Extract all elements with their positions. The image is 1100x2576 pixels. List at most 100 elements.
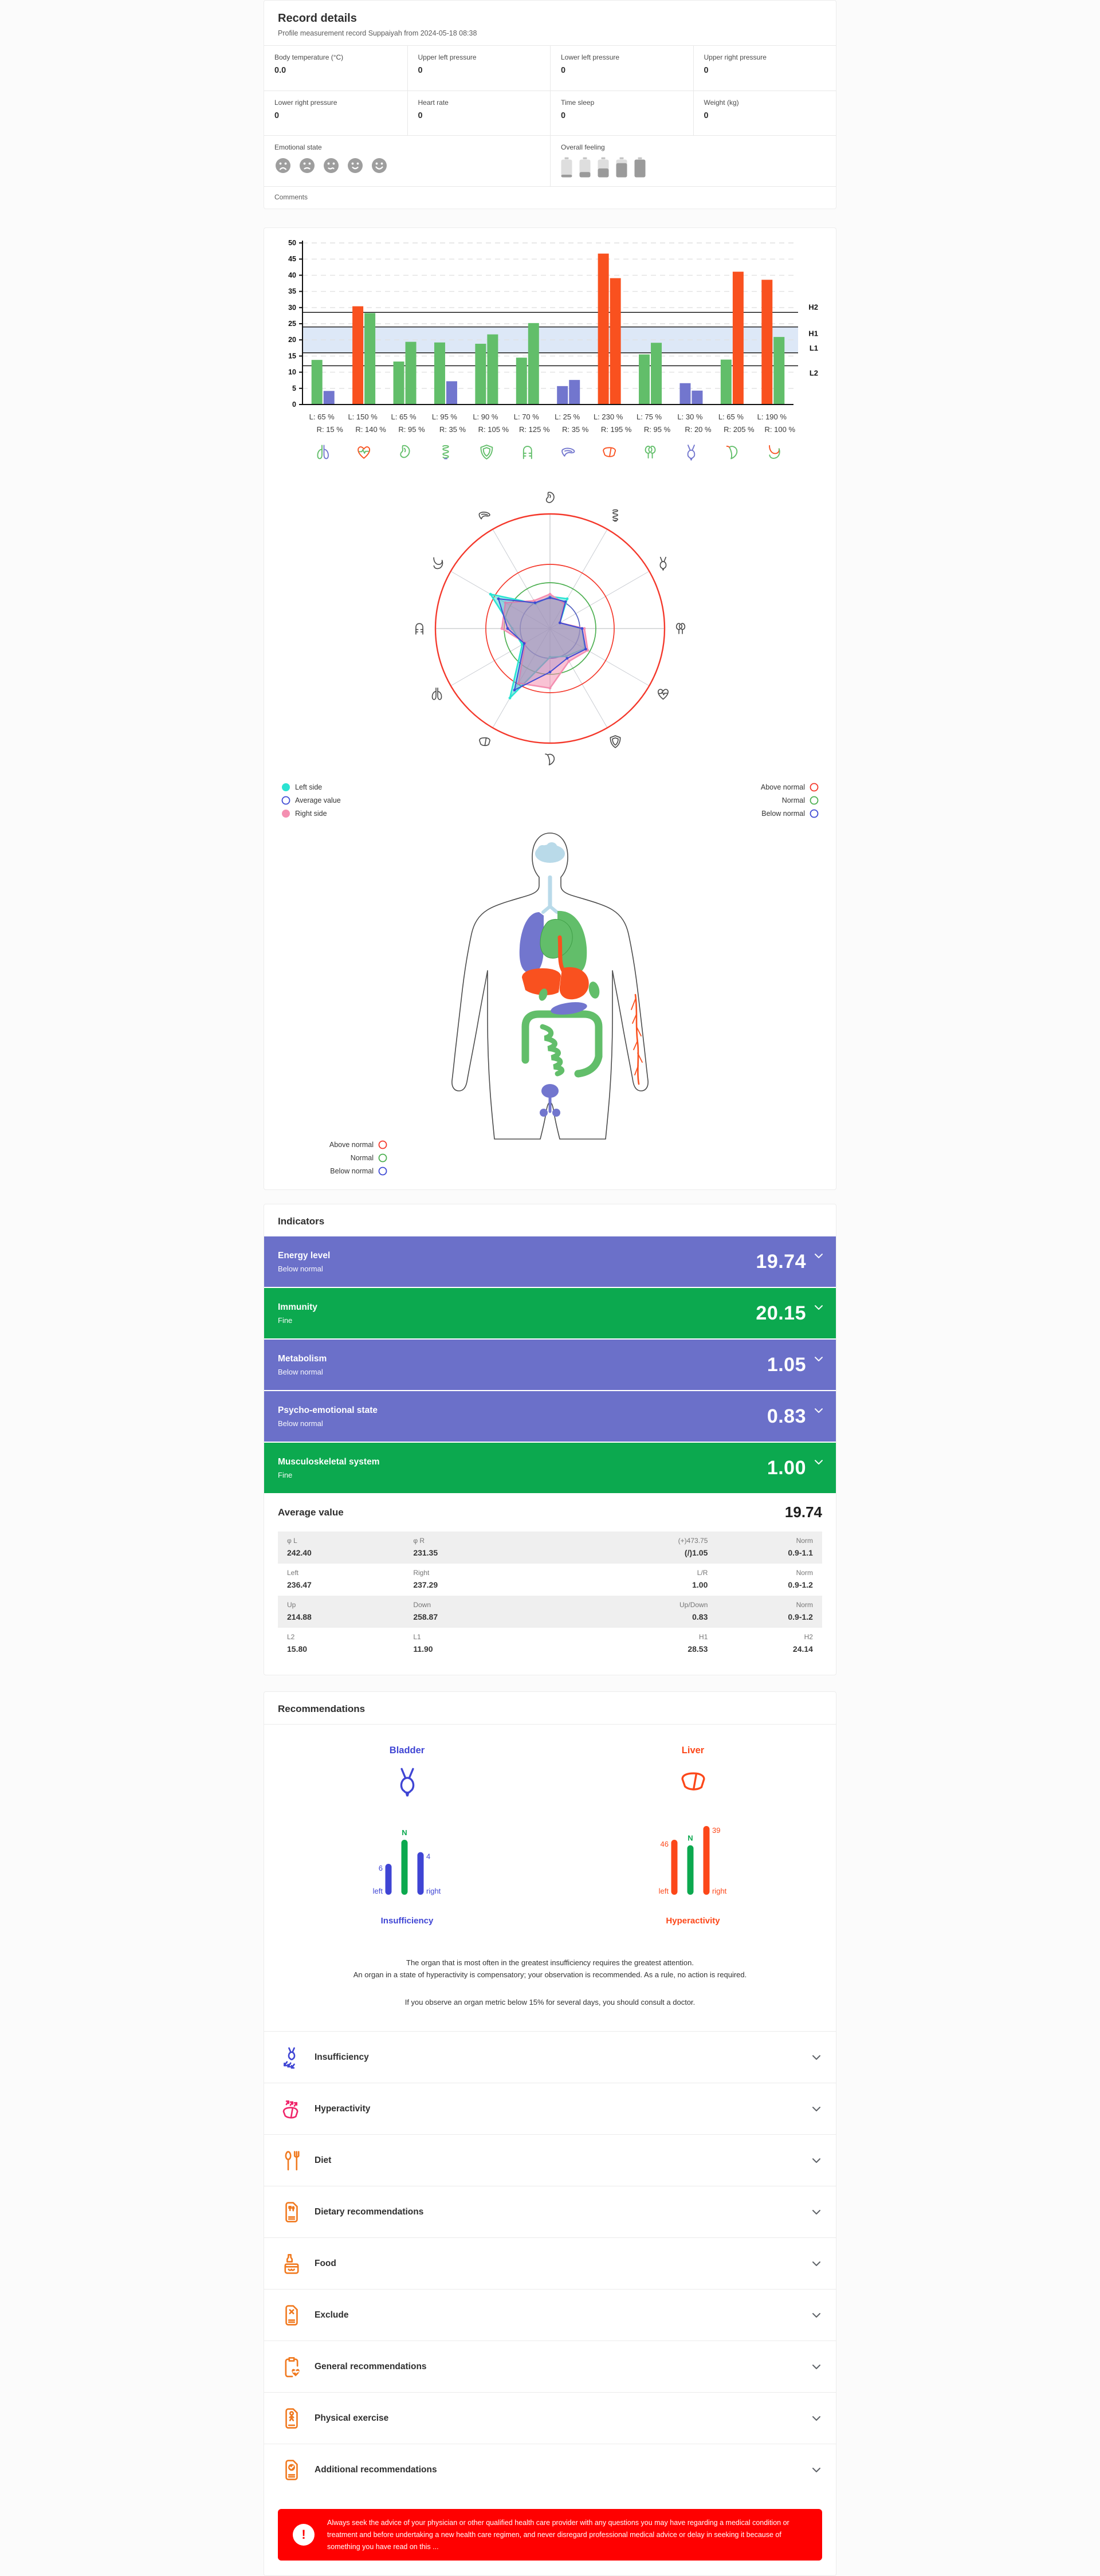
- svg-text:R: 125 %: R: 125 %: [519, 425, 550, 434]
- legend-item-below-normal: Below normal: [281, 1167, 387, 1176]
- indicator-row-psycho-emotional-state[interactable]: Psycho-emotional state Below normal 0.83: [264, 1391, 836, 1442]
- heart-icon: [657, 689, 669, 700]
- emotional-state-label: Emotional state: [274, 143, 322, 151]
- bar-stomach-right: [405, 341, 417, 405]
- battery-level-1-icon[interactable]: [561, 157, 572, 178]
- stats-value: 1.00: [692, 1580, 708, 1589]
- svg-text:R: 35 %: R: 35 %: [439, 425, 466, 434]
- indicator-row-musculoskeletal-system[interactable]: Musculoskeletal system Fine 1.00: [264, 1443, 836, 1493]
- organ-bar-chart: 0 5 10 15 20 25 30 35 40 45 50 H2 H1 L1 L2 L: 65 % R: 15…: [288, 239, 818, 461]
- pancreas-icon: [561, 447, 575, 457]
- stats-value: 0.9-1.2: [788, 1612, 813, 1621]
- happy-face-icon[interactable]: [371, 157, 388, 174]
- accordion-item-physical-exercise[interactable]: Physical exercise: [264, 2392, 836, 2444]
- intestine-icon: [442, 445, 449, 460]
- accordion-item-general-recommendations[interactable]: General recommendations: [264, 2341, 836, 2393]
- heart-icon: [358, 446, 371, 459]
- accordion-item-additional-recommendations[interactable]: Additional recommendations: [264, 2444, 836, 2496]
- svg-text:50: 50: [288, 239, 296, 247]
- spleen-organ: [588, 981, 600, 999]
- average-value-label: Average value: [278, 1506, 344, 1518]
- bar-colon-left: [516, 358, 527, 405]
- indicator-row-metabolism[interactable]: Metabolism Below normal 1.05: [264, 1340, 836, 1390]
- chevron-down-icon: [812, 2209, 820, 2214]
- legend-item-left-side: Left side: [281, 783, 341, 792]
- stats-cell: Norm 0.9-1.2: [708, 1569, 813, 1589]
- emotional-state-rating[interactable]: [274, 157, 540, 174]
- stats-cell: L/R 1.00: [571, 1569, 708, 1589]
- very-sad-face-icon[interactable]: [274, 157, 292, 174]
- indicator-text: Metabolism Below normal: [278, 1354, 327, 1376]
- accordion-item-dietary-recommendations[interactable]: Dietary recommendations: [264, 2186, 836, 2238]
- stats-row-1: φ L 242.40 φ R 231.35 (+)473.75 (/)1.05 …: [278, 1532, 822, 1564]
- bar-heart-right: [364, 313, 376, 405]
- battery-level-5-icon[interactable]: [634, 157, 646, 178]
- field-value: 0: [704, 66, 709, 75]
- svg-text:15: 15: [288, 352, 296, 360]
- battery-level-2-icon[interactable]: [579, 157, 591, 178]
- liver-up-icon: [282, 2100, 298, 2119]
- comments-section[interactable]: Comments: [264, 186, 836, 209]
- svg-text:N: N: [688, 1834, 693, 1843]
- chevron-down-icon: [815, 1408, 823, 1413]
- uncertain-face-icon[interactable]: [323, 157, 340, 174]
- indicator-row-immunity[interactable]: Immunity Fine 20.15: [264, 1288, 836, 1338]
- heart-organ: [540, 918, 573, 959]
- indicators-card: Indicators Energy level Below normal 19.…: [264, 1204, 836, 1675]
- pancreas-icon: [561, 447, 575, 457]
- stats-label: Norm: [796, 1569, 813, 1577]
- stats-label: Up: [287, 1601, 296, 1609]
- record-field-lower-right-pressure: Lower right pressure 0: [264, 91, 407, 135]
- organ-name: Bladder: [389, 1745, 425, 1756]
- sad-face-icon[interactable]: [298, 157, 316, 174]
- bar-heart-left: [352, 306, 364, 405]
- accordion-item-hyperactivity[interactable]: Hyperactivity: [264, 2083, 836, 2135]
- organ-panel-bladder: Bladder N 6 4 left right Insufficiency: [316, 1745, 499, 1926]
- recommendations-accordion: Insufficiency Hyperactivity Diet Dietary…: [264, 2031, 836, 2496]
- legend-label: Normal: [781, 796, 805, 804]
- accordion-item-insufficiency[interactable]: Insufficiency: [264, 2031, 836, 2083]
- stats-value: 231.35: [413, 1548, 438, 1557]
- accordion-item-food[interactable]: Food: [264, 2237, 836, 2290]
- accordion-item-exclude[interactable]: Exclude: [264, 2289, 836, 2341]
- indicator-value: 20.15: [756, 1302, 806, 1324]
- svg-text:N: N: [402, 1828, 407, 1837]
- svg-text:39: 39: [712, 1826, 720, 1835]
- stats-label: L1: [413, 1633, 421, 1641]
- bar-lungs-right: [323, 391, 335, 405]
- radar-ring-1: [485, 564, 615, 693]
- record-details-card: Record details Profile measurement recor…: [264, 0, 836, 209]
- stats-label: (+)473.75: [678, 1537, 708, 1545]
- stats-label: Left: [287, 1569, 299, 1577]
- field-value: 0.0: [274, 66, 286, 75]
- smile-face-icon[interactable]: [347, 157, 364, 174]
- battery-level-4-icon[interactable]: [616, 157, 627, 178]
- bar-stomach-left: [393, 361, 404, 405]
- record-field-upper-left-pressure: Upper left pressure 0: [407, 46, 551, 91]
- stats-label: φ L: [287, 1537, 297, 1545]
- stats-label: φ R: [413, 1537, 425, 1545]
- svg-text:L: 70 %: L: 70 %: [514, 413, 540, 421]
- radar-lungs-icon: [431, 688, 442, 700]
- overall-feeling-rating[interactable]: [561, 157, 826, 178]
- bar-bladder-left: [679, 383, 691, 405]
- radar-colon-icon: [415, 623, 423, 635]
- stats-label: Right: [413, 1569, 430, 1577]
- accordion-label: Exclude: [315, 2310, 349, 2320]
- svg-text:R: 105 %: R: 105 %: [478, 425, 509, 434]
- chevron-down-icon: [815, 1460, 823, 1464]
- chevron-down-icon: [815, 1305, 823, 1310]
- liver-organ: [522, 968, 561, 995]
- accordion-item-diet[interactable]: Diet: [264, 2134, 836, 2186]
- bar-liver-left: [598, 253, 609, 405]
- legend-circle-icon: [378, 1153, 387, 1163]
- field-value: 0: [274, 111, 280, 120]
- indicator-row-energy-level[interactable]: Energy level Below normal 19.74: [264, 1236, 836, 1287]
- legend-item-below-normal: Below normal: [761, 809, 819, 818]
- stats-value: 214.88: [287, 1612, 312, 1621]
- bronchi: [541, 905, 559, 914]
- battery-level-3-icon[interactable]: [598, 157, 609, 178]
- stats-cell: Up/Down 0.83: [571, 1601, 708, 1621]
- bar-intestine-left: [434, 342, 445, 405]
- svg-text:R: 95 %: R: 95 %: [644, 425, 671, 434]
